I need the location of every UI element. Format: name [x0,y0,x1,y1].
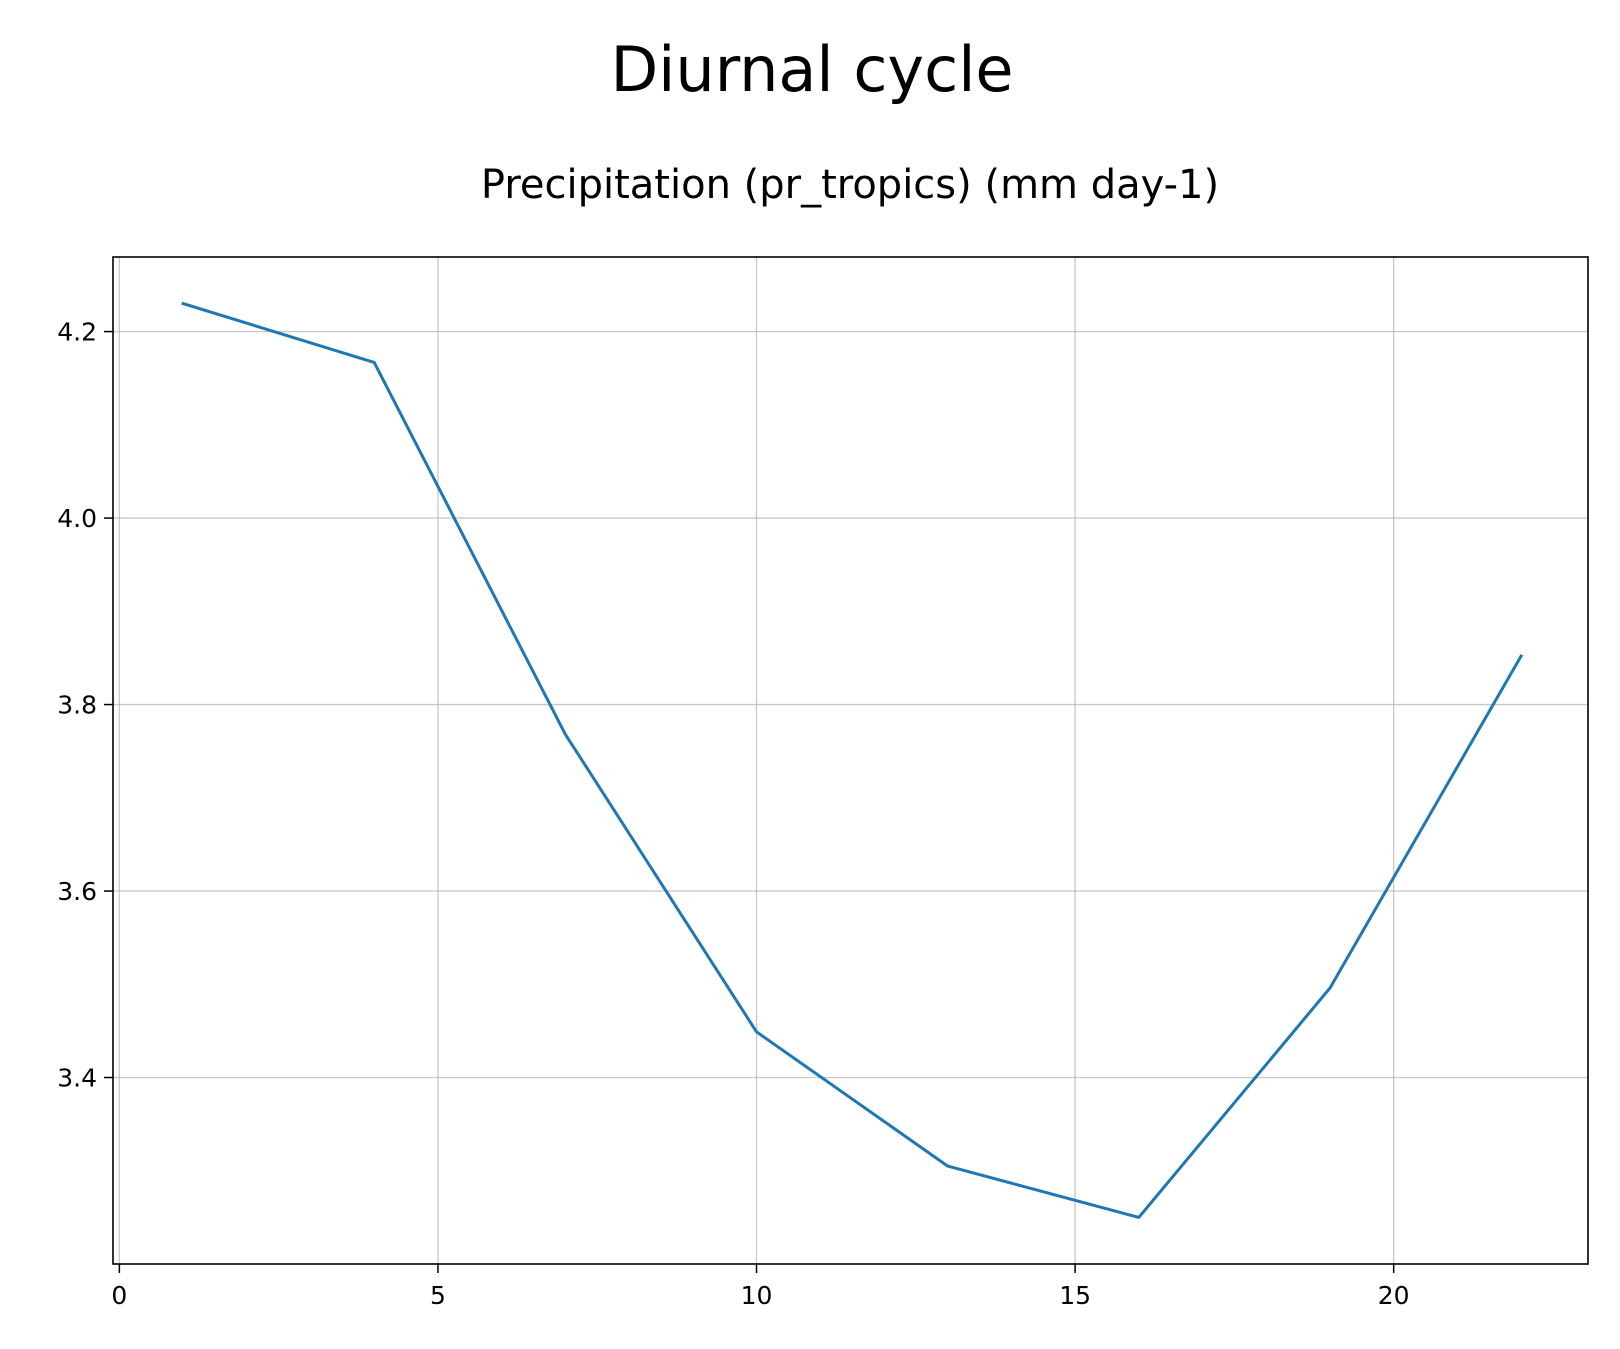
grid-lines [113,257,1588,1264]
y-tick-label: 4.0 [57,504,97,533]
plot-area-frame [112,256,1589,1265]
series-line [181,301,1524,1219]
chart-subtitle: Precipitation (pr_tropics) (mm day-1) [481,162,1219,208]
chart-title: Diurnal cycle [610,33,1013,106]
y-axis-ticks: 3.4 3.6 3.8 4.0 4.2 [57,318,113,1093]
x-tick-label: 15 [1059,1281,1091,1310]
y-tick-label: 3.8 [57,691,97,720]
x-tick-label: 5 [430,1281,446,1310]
y-tick-label: 3.6 [57,877,97,906]
x-tick-label: 0 [111,1281,127,1310]
x-axis-ticks: 0 5 10 15 20 [111,1264,1410,1310]
y-tick-label: 3.4 [57,1064,97,1093]
x-tick-label: 20 [1378,1281,1410,1310]
y-tick-label: 4.2 [57,318,97,347]
x-tick-label: 10 [741,1281,773,1310]
series-layer [181,301,1524,1219]
